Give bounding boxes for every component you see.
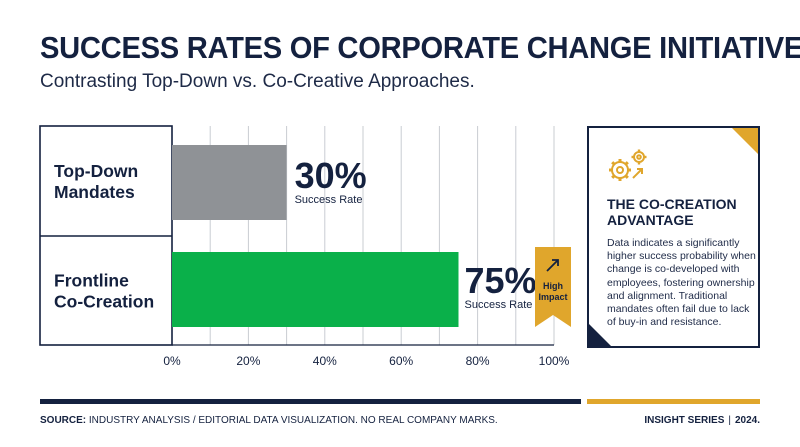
series-year: 2024.	[734, 415, 760, 426]
value-label: 30%	[295, 155, 367, 196]
badge-label: Impact	[538, 292, 567, 302]
x-tick-label: 60%	[389, 354, 413, 368]
footer-rule-gold	[587, 399, 760, 404]
gears-icon	[609, 149, 647, 181]
bar-2	[172, 252, 459, 327]
page-subtitle: Contrasting Top-Down vs. Co-Creative App…	[40, 71, 475, 92]
source-text: INDUSTRY ANALYSIS / EDITORIAL DATA VISUA…	[88, 415, 498, 426]
series-separator: |	[728, 415, 731, 426]
arrow-up-right-icon	[546, 259, 559, 272]
x-tick-label: 0%	[163, 354, 181, 368]
arrow-head	[552, 259, 559, 266]
category-label: Top-Down Mandates	[54, 161, 138, 202]
x-tick-label: 80%	[466, 354, 490, 368]
category-label-line: Mandates	[54, 182, 135, 202]
series-label: INSIGHT SERIES | 2024.	[644, 415, 760, 426]
x-tick-label: 20%	[236, 354, 260, 368]
high-impact-badge	[535, 247, 571, 327]
x-tick-label: 40%	[313, 354, 337, 368]
callout-body: Data indicates a significantly higher su…	[607, 237, 756, 329]
callout-corner-accent-bottom	[589, 324, 611, 346]
page-title: SUCCESS RATES OF CORPORATE CHANGE INITIA…	[40, 30, 800, 65]
x-tick-label: 100%	[539, 354, 570, 368]
callout-box: THE CO-CREATION ADVANTAGE Data indicates…	[587, 126, 760, 348]
callout-corner-accent	[732, 128, 758, 154]
source-label: SOURCE:	[40, 415, 87, 426]
category-label-line: Top-Down	[54, 161, 138, 181]
callout-title: THE CO-CREATION ADVANTAGE	[607, 196, 737, 228]
category-label-line: Co-Creation	[54, 291, 154, 311]
badge-label: High	[543, 281, 563, 291]
category-label-line: Frontline	[54, 270, 129, 290]
series-name: INSIGHT SERIES	[644, 415, 725, 426]
category-label: Frontline Co-Creation	[54, 270, 154, 311]
value-label: 75%	[465, 260, 537, 301]
bar-1	[172, 145, 287, 220]
arrow-shaft	[546, 259, 559, 272]
footer-rule-navy	[40, 399, 581, 404]
value-caption: Success Rate	[465, 299, 533, 311]
source-note: SOURCE: INDUSTRY ANALYSIS / EDITORIAL DA…	[40, 415, 498, 426]
value-caption: Success Rate	[295, 194, 363, 206]
